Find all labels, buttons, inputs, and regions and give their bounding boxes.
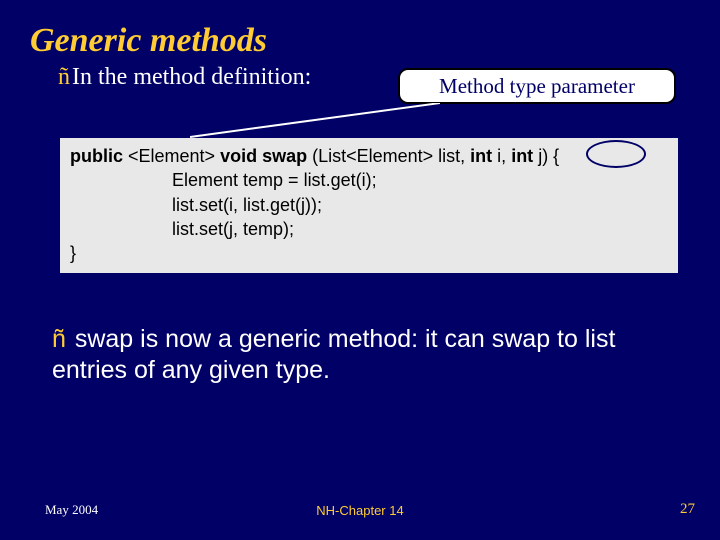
footer-page-number: 27: [680, 501, 695, 518]
keyword-public: public: [70, 146, 123, 166]
code-line-4: list.set(j, temp);: [70, 217, 668, 241]
bullet-2-text: swap is now a generic method: it can swa…: [52, 325, 615, 384]
keyword-int: int: [511, 146, 533, 166]
keyword-int: int: [470, 146, 492, 166]
code-text: <Element>: [123, 146, 220, 166]
callout-connector-line: [190, 103, 440, 143]
code-line-1: public <Element> void swap (List<Element…: [70, 144, 668, 168]
footer-chapter: NH-Chapter 14: [0, 503, 720, 518]
code-line-3: list.set(i, list.get(j));: [70, 193, 668, 217]
code-line-5: }: [70, 241, 668, 265]
oval-highlight-icon: [586, 140, 646, 168]
callout-box: Method type parameter: [398, 68, 676, 104]
code-text: (List<Element> list,: [307, 146, 470, 166]
bullet-arrow-icon: ñ: [58, 64, 70, 91]
bullet-2: ñ swap is now a generic method: it can s…: [52, 324, 672, 387]
bullet-1-text: In the method definition:: [72, 64, 311, 90]
code-line-2: Element temp = list.get(i);: [70, 168, 668, 192]
bullet-arrow-icon: ñ: [52, 324, 66, 355]
keyword-void-swap: void swap: [220, 146, 307, 166]
code-block: public <Element> void swap (List<Element…: [60, 138, 678, 273]
code-text: j) {: [533, 146, 559, 166]
slide-title: Generic methods: [0, 0, 720, 60]
code-text: i,: [492, 146, 511, 166]
